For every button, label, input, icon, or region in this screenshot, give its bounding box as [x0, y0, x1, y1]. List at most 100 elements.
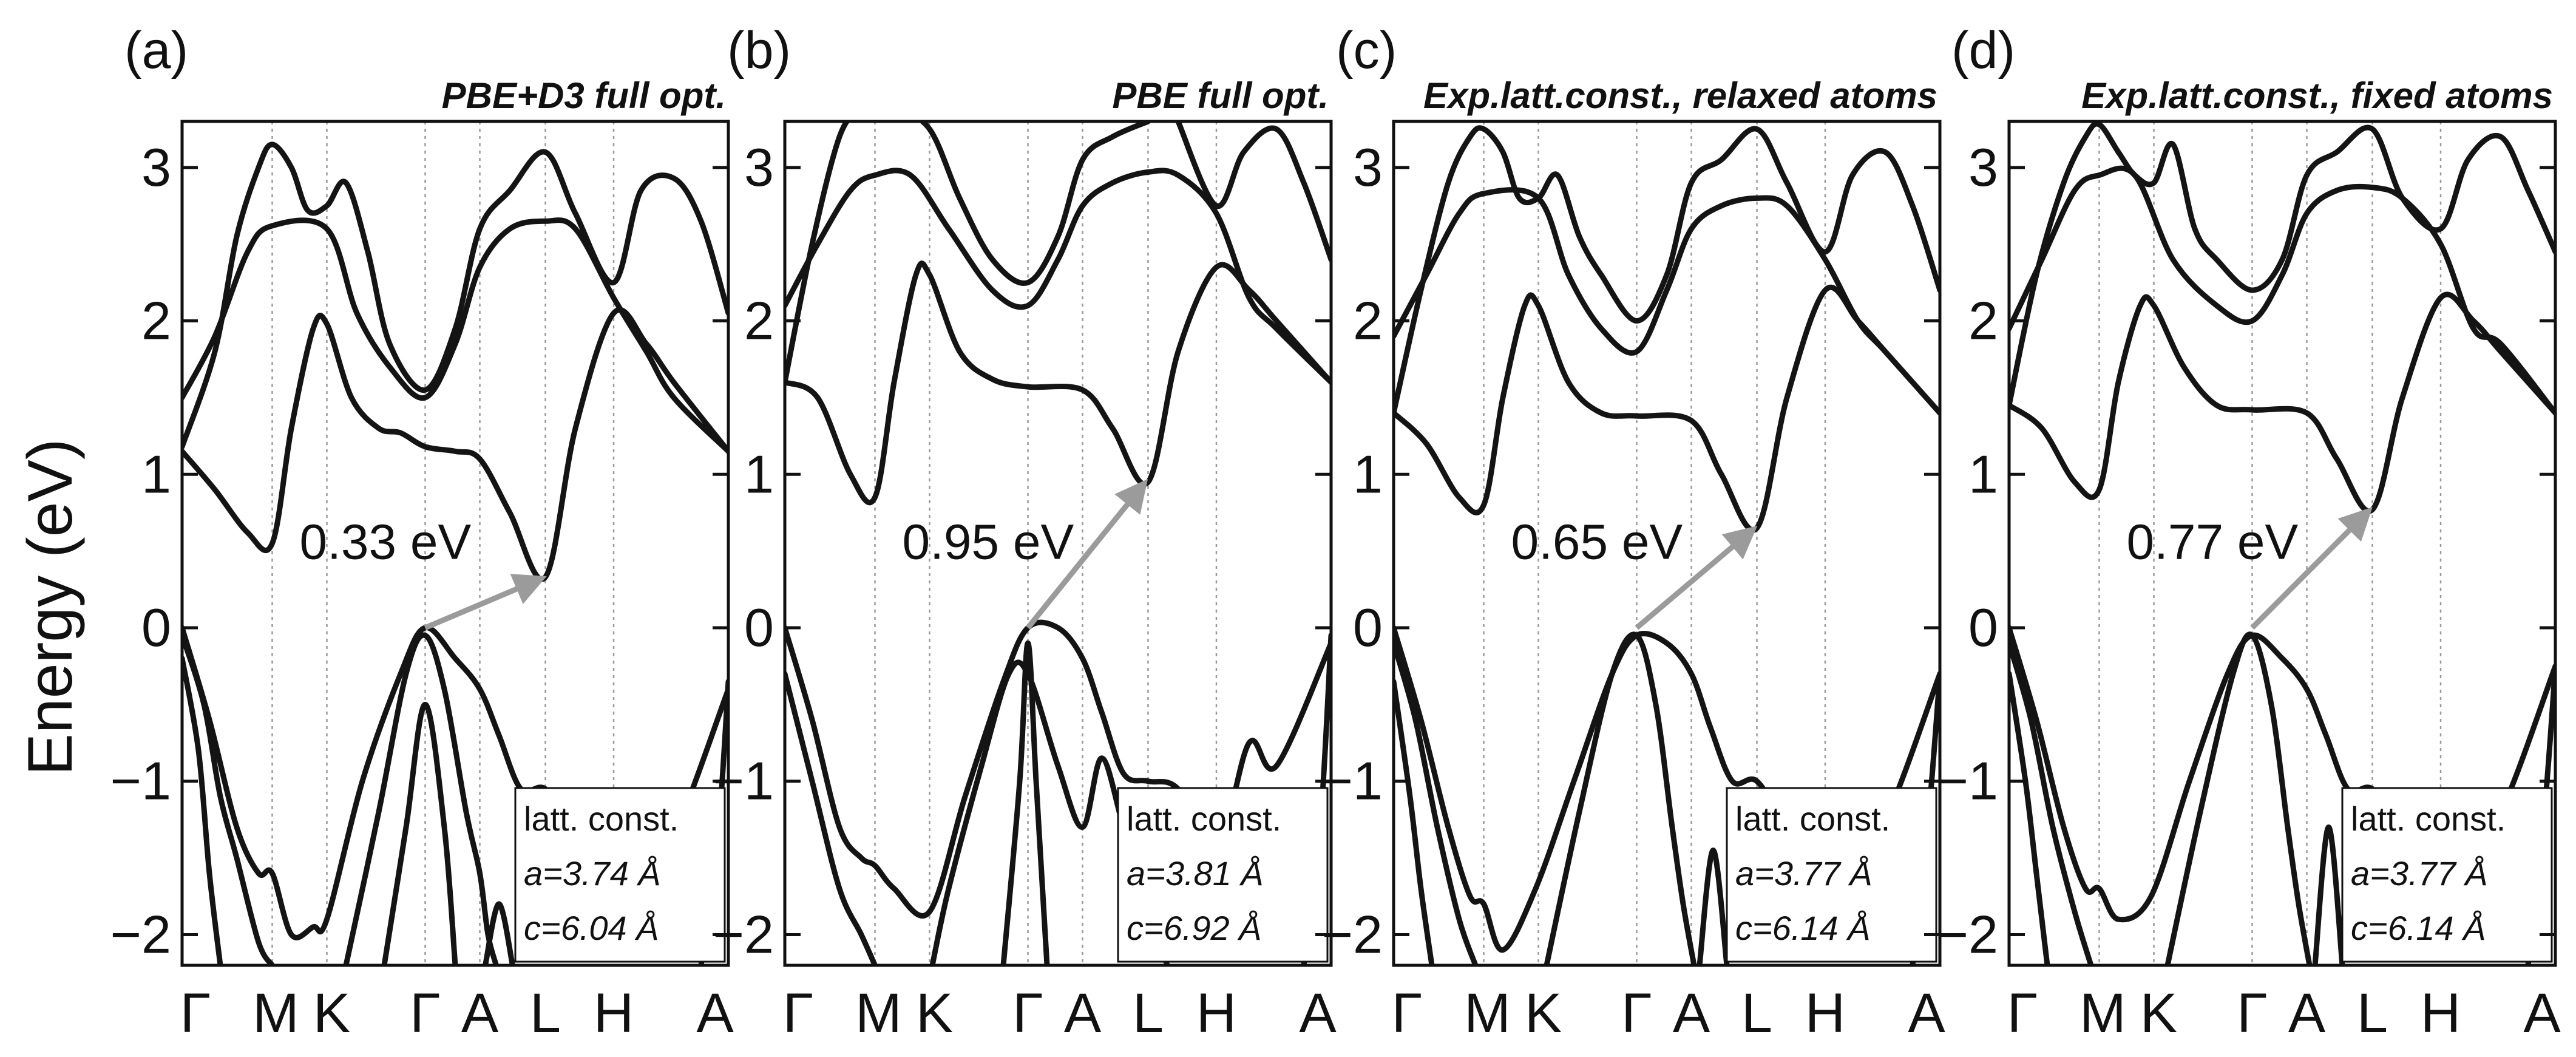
k-point-label: Γ: [1621, 982, 1652, 1044]
y-tick-label: 2: [1353, 291, 1383, 351]
lattice-constant-c: c=6.04 Å: [524, 909, 659, 947]
k-point-label: K: [2140, 982, 2177, 1044]
y-tick-label: −2: [1937, 904, 1998, 964]
k-point-label: Γ: [1392, 982, 1423, 1044]
k-point-label: A: [1064, 982, 1102, 1044]
lattice-constant-a: a=3.74 Å: [524, 854, 661, 892]
band-gap-arrow: [2250, 507, 2373, 630]
band-line: [483, 901, 515, 965]
band-line: [2312, 824, 2345, 965]
band-line: [785, 121, 850, 386]
y-tick-label: 0: [1968, 597, 1998, 658]
plot-frame: [1392, 120, 1942, 967]
y-tick-label: −1: [1937, 751, 1998, 811]
k-point-label: Γ: [2007, 982, 2038, 1044]
band-line: [1394, 187, 1940, 416]
y-tick-label: −1: [1322, 751, 1383, 811]
y-tick-label: 3: [744, 137, 774, 197]
k-point-label: Γ: [783, 982, 814, 1044]
band-line: [1000, 640, 1050, 965]
band-line: [1394, 284, 1940, 533]
band-gap-label: 0.95 eV: [903, 514, 1074, 569]
lattice-constant-box: latt. const. a=3.77 Å c=6.14 Å: [1726, 787, 1937, 963]
y-tick-label: −2: [110, 904, 171, 964]
k-point-label: K: [1525, 982, 1562, 1044]
k-point-label: A: [1908, 982, 1945, 1044]
band-line: [182, 217, 728, 454]
band-line: [1394, 125, 1940, 416]
y-tick-label: 0: [744, 597, 774, 658]
y-tick-label: −1: [713, 751, 774, 811]
panel-b: 0.95 eV latt. const. a=3.81 Å c=6.92 Å 3 2 1 0 −…: [713, 21, 1337, 1044]
band-line: [2009, 640, 2094, 965]
panel-label: (c): [1336, 21, 1397, 80]
y-tick-label: 1: [1353, 444, 1383, 504]
k-point-label: L: [2357, 982, 2388, 1044]
y-tick-label: 3: [1353, 137, 1383, 197]
y-tick-label: −1: [110, 751, 171, 811]
y-tick-label: 0: [1353, 597, 1383, 658]
lattice-constant-a: a=3.81 Å: [1127, 854, 1264, 892]
band-gap-arrow: [1635, 525, 1758, 630]
k-point-label: A: [696, 982, 734, 1044]
panel-title: Exp.latt.const., fixed atoms: [2081, 75, 2553, 116]
band-line: [1394, 679, 1435, 965]
plot-frame: [2007, 120, 2557, 967]
k-point-label: L: [530, 982, 561, 1044]
k-point-label: Γ: [410, 982, 441, 1044]
k-point-label: H: [1805, 982, 1845, 1044]
y-tick-label: 3: [1968, 137, 1998, 197]
k-point-label: H: [1196, 982, 1236, 1044]
lattice-constant-box: latt. const. a=3.77 Å c=6.14 Å: [2341, 787, 2553, 963]
band-line: [2164, 631, 2313, 965]
band-line: [343, 632, 499, 965]
band-line: [182, 633, 275, 965]
panel-label: (a): [124, 21, 188, 80]
y-tick-label: 2: [744, 291, 774, 351]
y-tick-label: 0: [141, 597, 171, 658]
y-axis-label: Energy (eV): [15, 439, 86, 776]
y-tick-label: 1: [1968, 444, 1998, 504]
panel-title: PBE full opt.: [1112, 75, 1329, 116]
k-point-label: H: [2421, 982, 2461, 1044]
lattice-box-header: latt. const.: [524, 800, 679, 838]
band-line: [918, 121, 1151, 286]
band-gap-arrow: [1025, 478, 1148, 630]
band-line: [2009, 671, 2050, 965]
plot-frame: [180, 120, 730, 967]
k-point-label: K: [916, 982, 953, 1044]
band-line: [182, 141, 728, 450]
band-line: [182, 656, 223, 965]
band-line: [785, 671, 878, 965]
band-gap-label: 0.33 eV: [300, 514, 472, 569]
k-point-label: Γ: [2237, 982, 2268, 1044]
band-line: [1175, 121, 1331, 262]
y-tick-label: −2: [713, 904, 774, 964]
lattice-constant-c: c=6.14 Å: [2351, 909, 2486, 947]
panel-label: (b): [727, 21, 791, 80]
k-point-label: M: [855, 982, 902, 1044]
panel-a: 0.33 eV latt. const. a=3.74 Å c=6.04 Å 3 2 1 0 −…: [110, 21, 734, 1044]
k-point-label: M: [1464, 982, 1511, 1044]
band-line: [785, 260, 1331, 506]
k-point-label: A: [1673, 982, 1710, 1044]
plot-frame: [783, 120, 1333, 967]
y-tick-label: 2: [141, 291, 171, 351]
lattice-box-header: latt. const.: [2351, 800, 2506, 838]
y-tick-label: 1: [141, 444, 171, 504]
lattice-constant-a: a=3.77 Å: [2351, 854, 2488, 892]
band-line: [381, 701, 458, 965]
lattice-constant-box: latt. const. a=3.74 Å c=6.04 Å: [514, 787, 726, 963]
band-line: [1394, 640, 1479, 965]
y-tick-label: 2: [1968, 291, 1998, 351]
band-line: [2009, 121, 2555, 408]
k-point-label: A: [2523, 982, 2561, 1044]
k-point-label: M: [2079, 982, 2126, 1044]
panel-title: Exp.latt.const., relaxed atoms: [1423, 75, 1937, 116]
k-point-label: A: [2288, 982, 2326, 1044]
k-point-label: H: [594, 982, 634, 1044]
panel-title: PBE+D3 full opt.: [442, 75, 726, 116]
k-point-label: A: [461, 982, 499, 1044]
band-gap-arrow: [424, 574, 547, 631]
panel-label: (d): [1951, 21, 2015, 80]
